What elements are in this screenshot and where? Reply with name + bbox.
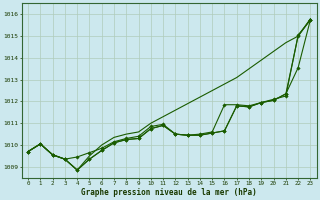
X-axis label: Graphe pression niveau de la mer (hPa): Graphe pression niveau de la mer (hPa): [81, 188, 257, 197]
